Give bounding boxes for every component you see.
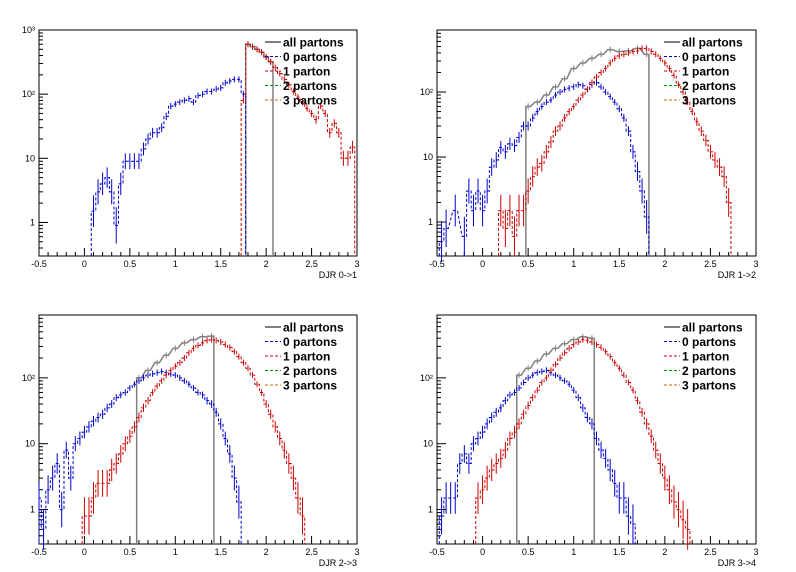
series-1-parton <box>81 336 306 544</box>
x-tick-label: 2.5 <box>704 547 717 557</box>
x-tick-label: 0.5 <box>522 259 535 269</box>
y-tick-label: 1 <box>428 217 433 227</box>
x-tick-label: -0.5 <box>31 259 47 269</box>
x-tick-label: 2.5 <box>305 259 318 269</box>
y-tick-label: 1 <box>30 505 35 515</box>
x-tick-label: 0.5 <box>124 259 137 269</box>
series-0-partons <box>438 367 636 544</box>
y-tick-label: 10² <box>22 89 35 99</box>
legend-label: 2 partons <box>283 79 337 93</box>
legend-label: 2 partons <box>682 79 736 93</box>
x-tick-label: 0 <box>82 259 87 269</box>
x-tick-label: 2 <box>264 547 269 557</box>
x-tick-label: 3 <box>753 547 758 557</box>
series-1-parton <box>475 336 691 550</box>
legend-label: all partons <box>682 321 743 335</box>
legend-label: 3 partons <box>283 94 337 108</box>
x-tick-label: 0.5 <box>124 547 137 557</box>
legend-label: 2 partons <box>283 364 337 378</box>
y-tick-label: 10 <box>25 439 35 449</box>
x-axis-title: DJR 2->3 <box>319 558 357 568</box>
legend-label: 1 parton <box>682 65 729 79</box>
x-tick-label: 0.5 <box>522 547 535 557</box>
legend-label: 2 partons <box>682 364 736 378</box>
series-0-partons <box>38 368 242 550</box>
x-tick-label: 2.5 <box>704 259 717 269</box>
plot-frame <box>436 29 757 257</box>
y-tick-label: 10³ <box>22 25 35 35</box>
legend-label: all partons <box>682 36 743 50</box>
legend-label: all partons <box>283 36 344 50</box>
x-tick-label: 0 <box>82 547 87 557</box>
series-line <box>438 369 636 544</box>
chart-panel-1: -0.5 0 0.5 1 1.5 2 2.5 3 1 10 10² 10³ DJR 0->1 all pa… <box>22 25 360 280</box>
x-tick-label: 1 <box>173 547 178 557</box>
y-tick-label: 10 <box>423 439 433 449</box>
legend-label: 1 parton <box>682 350 729 364</box>
x-tick-label: 0 <box>480 259 485 269</box>
plot-frame <box>436 314 757 545</box>
legend-label: 0 partons <box>283 335 337 349</box>
x-tick-label: 3 <box>354 547 359 557</box>
x-tick-label: 2 <box>662 547 667 557</box>
chart-panel-3: -0.5 0 0.5 1 1.5 2 2.5 3 1 10 10² DJR 2->3 all parto… <box>22 314 360 568</box>
legend-label: 3 partons <box>682 94 736 108</box>
plot-frame <box>38 29 358 257</box>
x-tick-label: 1.5 <box>214 259 227 269</box>
series-line <box>438 82 650 256</box>
x-tick-label: 1 <box>173 259 178 269</box>
series-line <box>38 370 242 544</box>
legend-label: all partons <box>283 321 344 335</box>
x-axis-title: DJR 0->1 <box>319 270 357 280</box>
x-tick-label: 1 <box>571 547 576 557</box>
x-tick-label: 1 <box>571 259 576 269</box>
x-tick-label: 1.5 <box>214 547 227 557</box>
legend-label: 1 parton <box>283 350 330 364</box>
legend-label: 0 partons <box>283 50 337 64</box>
y-tick-label: 10 <box>423 152 433 162</box>
y-tick-label: 10² <box>420 87 433 97</box>
x-tick-label: 2 <box>662 259 667 269</box>
y-tick-label: 10 <box>25 153 35 163</box>
series-line <box>525 47 650 256</box>
x-tick-label: -0.5 <box>429 547 445 557</box>
series-0-partons <box>90 76 247 256</box>
x-tick-label: 2.5 <box>305 547 318 557</box>
x-tick-label: -0.5 <box>31 547 47 557</box>
series-1-parton <box>498 45 732 257</box>
x-axis-title: DJR 3->4 <box>718 558 756 568</box>
x-tick-label: 3 <box>354 259 359 269</box>
x-tick-label: 2 <box>264 259 269 269</box>
y-tick-label: 10² <box>420 373 433 383</box>
legend-label: 0 partons <box>682 335 736 349</box>
series-line <box>240 43 356 256</box>
x-tick-label: 1.5 <box>613 547 626 557</box>
y-tick-label: 1 <box>30 217 35 227</box>
x-tick-label: -0.5 <box>429 259 445 269</box>
x-axis-title: DJR 1->2 <box>718 270 756 280</box>
chart-panel-4: -0.5 0 0.5 1 1.5 2 2.5 3 1 10 10² DJR 3->4 all parto… <box>420 314 759 568</box>
series-line <box>81 339 306 544</box>
legend-label: 3 partons <box>682 379 736 393</box>
legend-label: 3 partons <box>283 379 337 393</box>
x-tick-label: 3 <box>753 259 758 269</box>
y-tick-label: 1 <box>428 505 433 515</box>
plot-frame <box>38 314 358 545</box>
y-tick-label: 10² <box>22 373 35 383</box>
legend-label: 0 partons <box>682 50 736 64</box>
x-tick-label: 1.5 <box>613 259 626 269</box>
legend-label: 1 parton <box>283 65 330 79</box>
series-1-parton <box>240 41 356 256</box>
chart-panel-2: -0.5 0 0.5 1 1.5 2 2.5 3 1 10 10² DJR 1->2 all parto… <box>420 29 759 280</box>
x-tick-label: 0 <box>480 547 485 557</box>
